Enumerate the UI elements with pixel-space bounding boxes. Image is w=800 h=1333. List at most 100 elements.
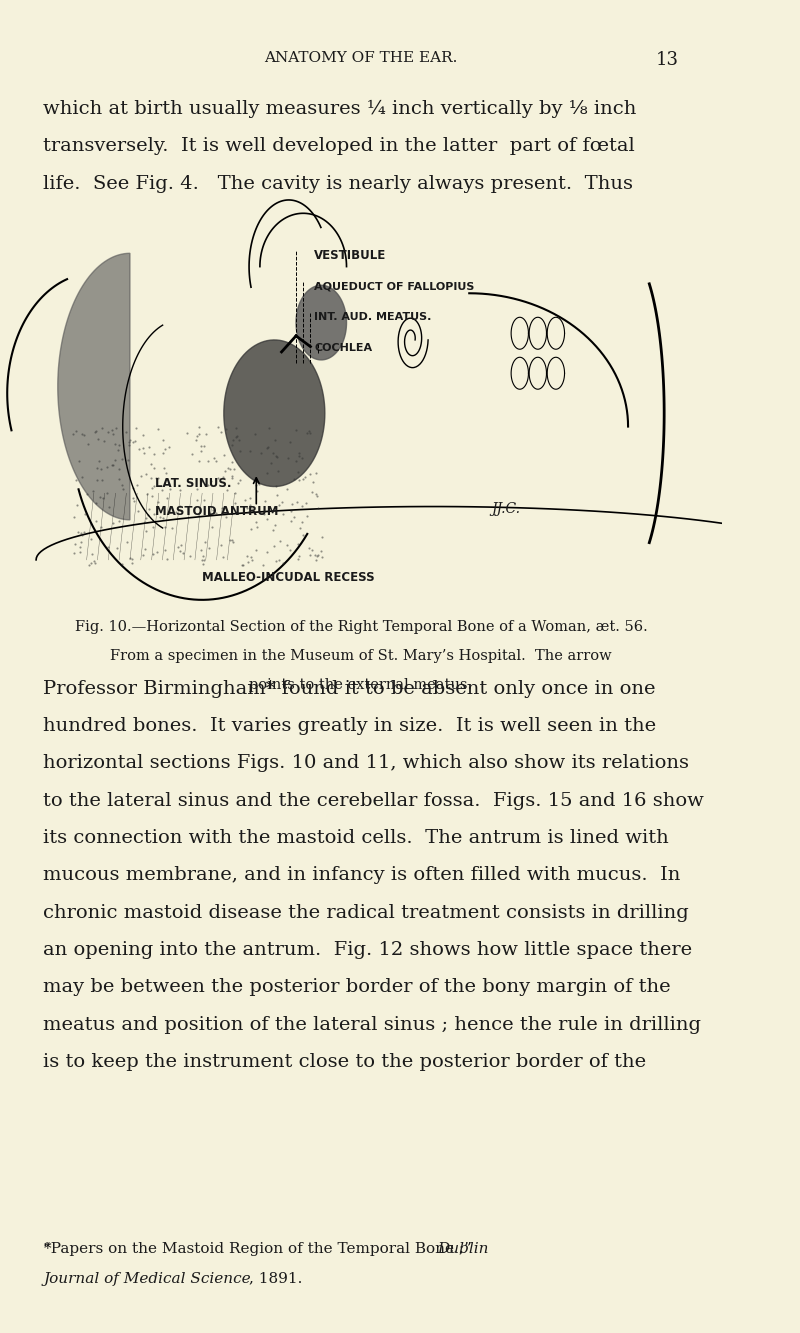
Point — [122, 449, 134, 471]
Point — [236, 555, 249, 576]
Point — [284, 540, 297, 561]
Point — [299, 492, 312, 513]
Point — [90, 469, 103, 491]
Point — [68, 533, 81, 555]
Point — [76, 525, 89, 547]
Point — [234, 441, 246, 463]
Point — [72, 521, 85, 543]
Point — [295, 511, 308, 532]
Point — [93, 451, 106, 472]
Point — [142, 504, 154, 525]
Text: an opening into the antrum.  Fig. 12 shows how little space there: an opening into the antrum. Fig. 12 show… — [43, 941, 693, 960]
Point — [112, 439, 125, 460]
Text: Fig. 10.—Horizontal Section of the Right Temporal Bone of a Woman, æt. 56.: Fig. 10.—Horizontal Section of the Right… — [74, 620, 647, 635]
Point — [190, 479, 203, 500]
Point — [82, 553, 95, 575]
Point — [258, 491, 271, 512]
Point — [215, 535, 228, 556]
Point — [311, 545, 324, 567]
Point — [228, 459, 241, 480]
Point — [280, 535, 293, 556]
Point — [238, 489, 251, 511]
Point — [102, 496, 115, 517]
Point — [185, 443, 198, 464]
Point — [113, 435, 126, 456]
Point — [90, 509, 102, 531]
Point — [191, 489, 204, 511]
Point — [88, 552, 101, 573]
Point — [218, 445, 230, 467]
Point — [290, 451, 302, 472]
Point — [267, 520, 280, 541]
Point — [157, 429, 170, 451]
Point — [165, 517, 178, 539]
Point — [270, 484, 283, 505]
Text: is to keep the instrument close to the posterior border of the: is to keep the instrument close to the p… — [43, 1053, 646, 1072]
Point — [208, 447, 221, 468]
Point — [270, 445, 282, 467]
Point — [227, 531, 240, 552]
Point — [237, 555, 250, 576]
Point — [170, 501, 182, 523]
Point — [116, 553, 129, 575]
Point — [291, 548, 304, 569]
Text: INT. AUD. MEATUS.: INT. AUD. MEATUS. — [314, 312, 431, 323]
Point — [261, 437, 274, 459]
Point — [101, 483, 114, 504]
Point — [257, 555, 270, 576]
Point — [191, 504, 204, 525]
Point — [254, 443, 267, 464]
Point — [290, 492, 303, 513]
Point — [277, 504, 290, 525]
Point — [75, 523, 88, 544]
Point — [177, 543, 190, 564]
Point — [151, 541, 164, 563]
Point — [205, 471, 218, 492]
Point — [297, 524, 310, 545]
Point — [85, 553, 98, 575]
Point — [127, 491, 140, 512]
Point — [243, 441, 256, 463]
Point — [306, 481, 319, 503]
Point — [230, 425, 243, 447]
Text: ANATOMY OF THE EAR.: ANATOMY OF THE EAR. — [264, 51, 458, 65]
Point — [174, 479, 186, 500]
Point — [127, 487, 140, 508]
Point — [203, 501, 216, 523]
Point — [78, 521, 90, 543]
Point — [181, 423, 194, 444]
Point — [82, 433, 94, 455]
Point — [243, 495, 256, 516]
Point — [198, 549, 210, 571]
Point — [87, 551, 100, 572]
Point — [174, 540, 186, 561]
Point — [183, 545, 196, 567]
Point — [147, 516, 160, 537]
Point — [195, 540, 208, 561]
Point — [226, 452, 238, 473]
Point — [151, 419, 164, 440]
Point — [113, 509, 126, 531]
Point — [109, 433, 122, 455]
Point — [175, 535, 188, 556]
Point — [202, 451, 215, 472]
Point — [110, 537, 123, 559]
Point — [315, 540, 328, 561]
Point — [250, 480, 263, 501]
Point — [295, 495, 308, 516]
Point — [240, 545, 253, 567]
Point — [269, 429, 282, 451]
Point — [226, 429, 239, 451]
Point — [272, 549, 285, 571]
Point — [276, 552, 289, 573]
Point — [310, 483, 322, 504]
Point — [133, 439, 146, 460]
Point — [223, 459, 236, 480]
Point — [159, 461, 172, 483]
Text: 13: 13 — [656, 51, 678, 69]
Point — [138, 539, 151, 560]
Point — [90, 492, 102, 513]
Point — [127, 432, 140, 453]
Point — [282, 448, 294, 469]
Point — [98, 431, 110, 452]
